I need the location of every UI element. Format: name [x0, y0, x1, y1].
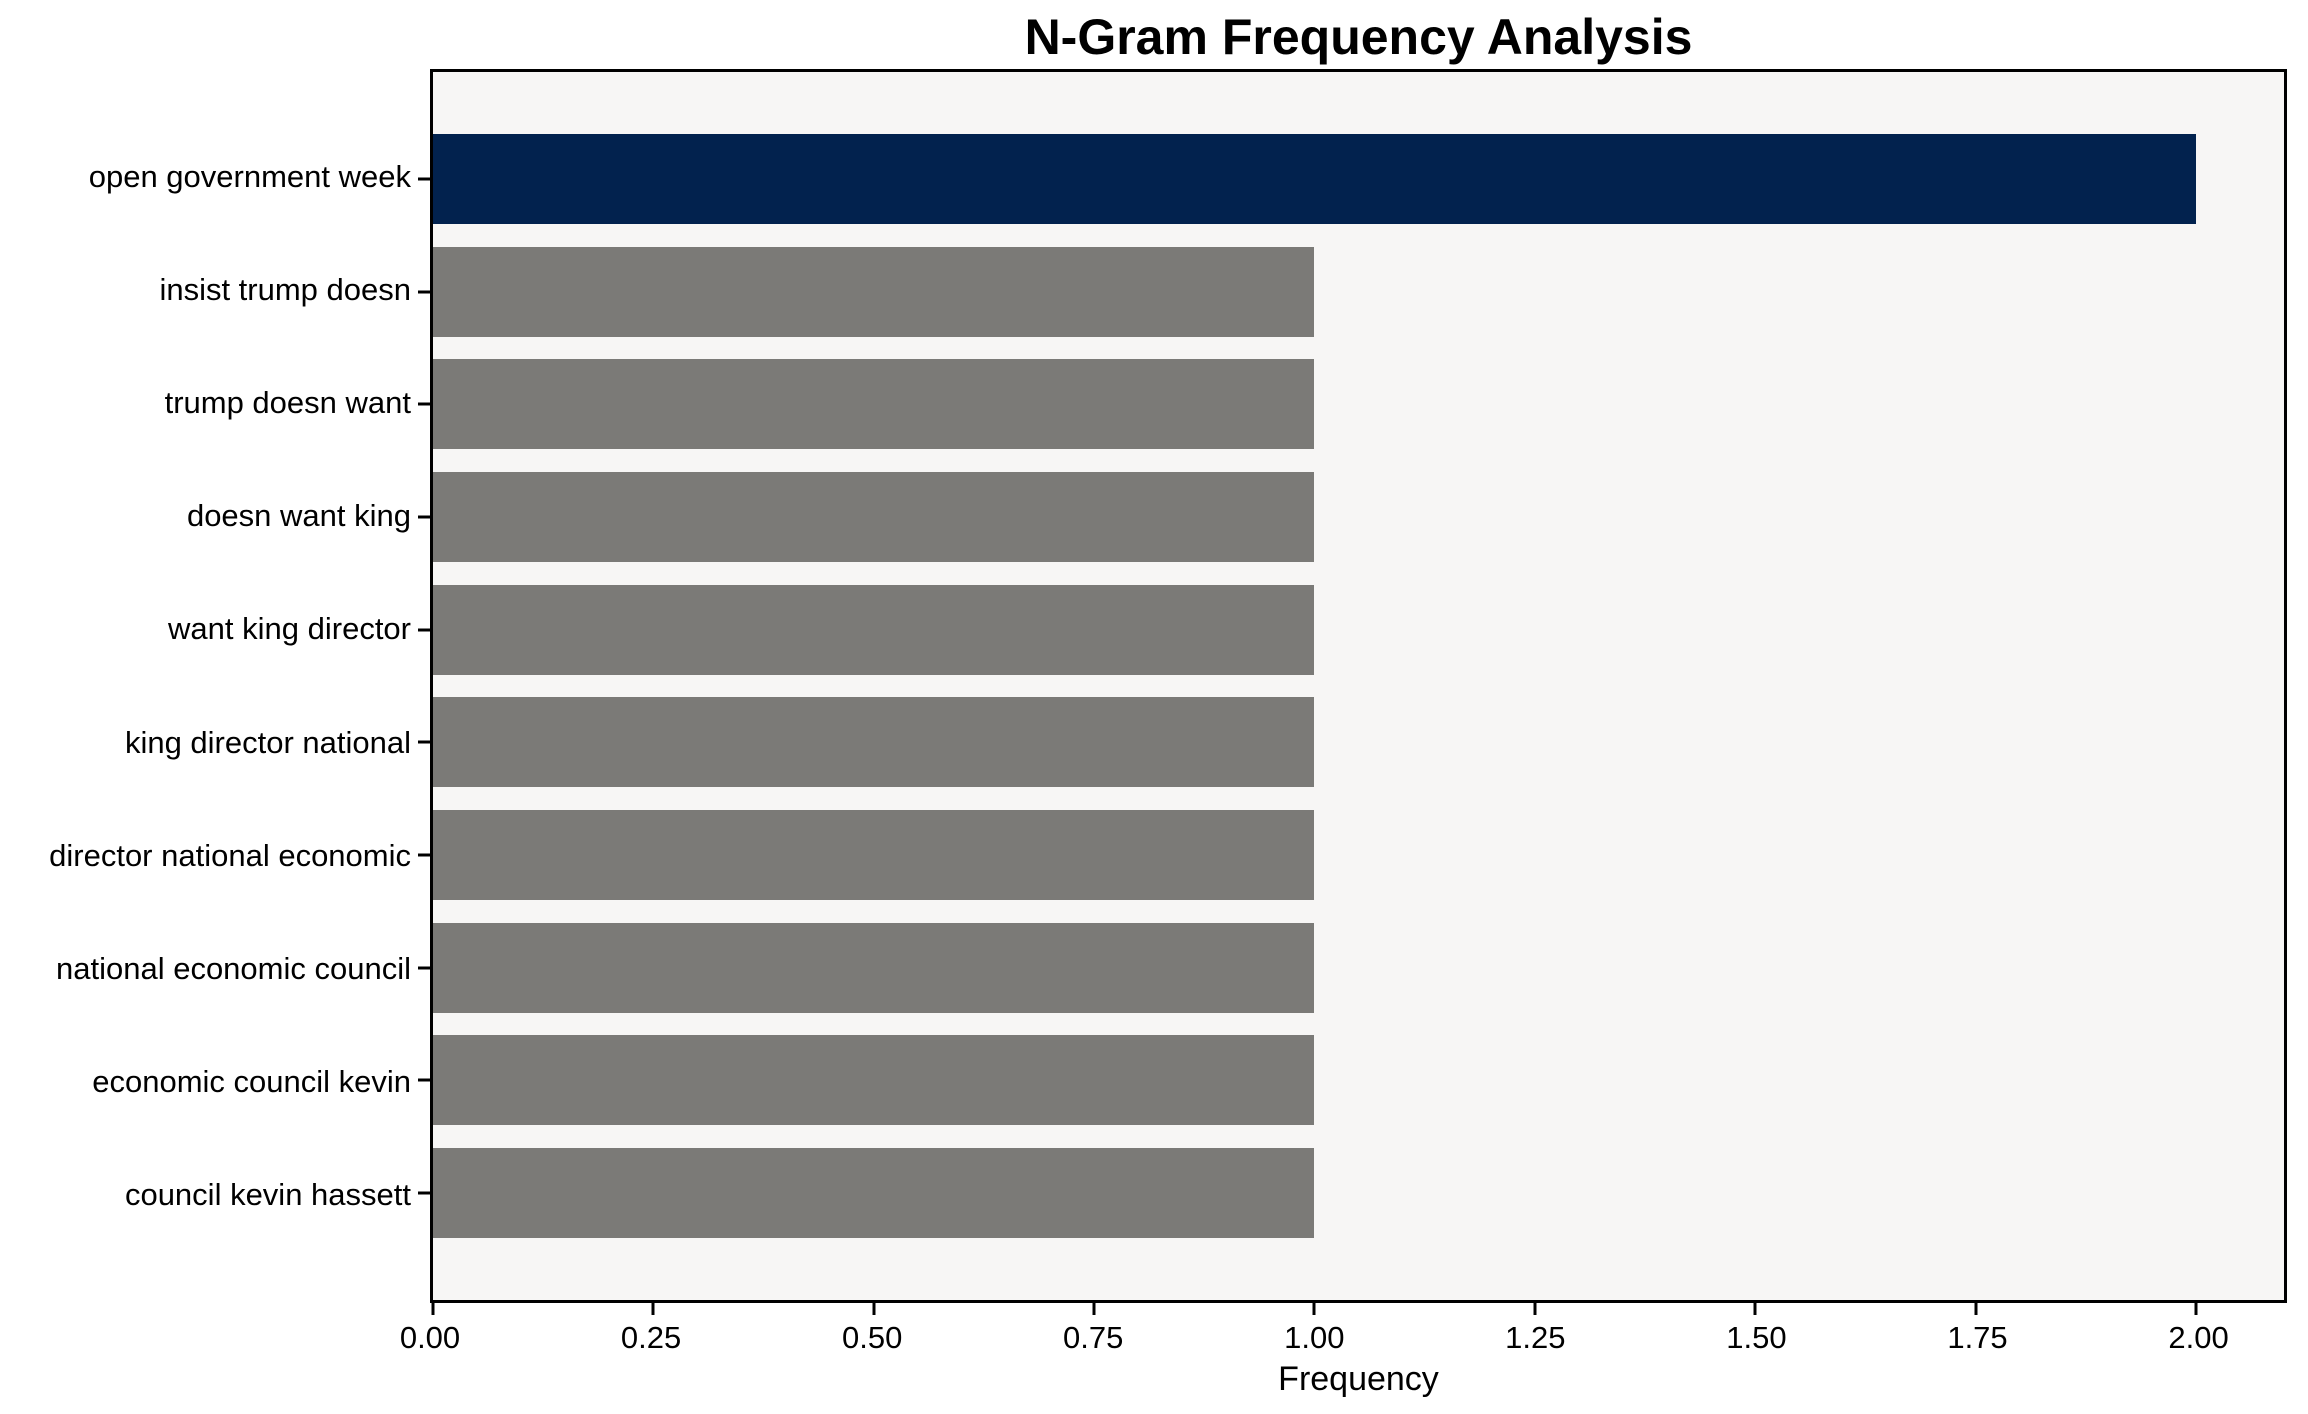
y-tick-label: open government week [88, 158, 411, 194]
x-tick-mark [1092, 1303, 1096, 1315]
bar-economic-council-kevin [433, 1035, 1315, 1126]
y-tick-label: director national economic [49, 837, 411, 873]
y-tick-label: king director national [124, 724, 411, 760]
y-tick-label: trump doesn want [164, 384, 411, 420]
x-tick-mark [431, 1303, 435, 1315]
y-tick-mark [418, 515, 430, 519]
x-tick-mark [1974, 1303, 1977, 1315]
bar-doesn-want-king [433, 471, 1315, 563]
x-tick-label: 0.50 [841, 1320, 903, 1355]
y-tick-mark [418, 853, 430, 857]
x-axis-title: Frequency [1278, 1360, 1439, 1398]
y-tick-mark [418, 966, 430, 970]
x-tick-label: 2.00 [2168, 1320, 2229, 1355]
y-tick-mark [418, 177, 430, 181]
bar-trump-doesn-want [433, 359, 1315, 450]
bar-king-director-national [433, 697, 1315, 788]
y-axis-labels: open government week insist trump doesn tr… [0, 69, 411, 1303]
bar-national-economic-council [433, 922, 1315, 1013]
x-tick-label: 1.75 [1947, 1320, 2008, 1355]
x-tick-label: 0.00 [399, 1320, 461, 1355]
y-tick-label: national economic council [56, 951, 411, 987]
bar-council-kevin-hassett [433, 1147, 1315, 1239]
x-axis-tick-labels: 0.00 0.25 0.50 0.75 1.00 1.25 1.50 1.75 2.00 [400, 1320, 2287, 1360]
x-tick-mark [1312, 1303, 1316, 1315]
x-tick-label: 1.25 [1505, 1320, 1566, 1355]
x-tick-mark [872, 1303, 876, 1315]
plot-area [418, 69, 2287, 1315]
y-tick-label: council kevin hassett [124, 1177, 411, 1213]
x-tick-mark [651, 1303, 655, 1315]
y-tick-mark [418, 740, 430, 744]
y-tick-mark [418, 402, 430, 406]
y-tick-mark [418, 1191, 430, 1195]
chart-title: N-Gram Frequency Analysis [1024, 9, 1693, 65]
bar-director-national-economic [433, 809, 1315, 901]
x-tick-mark [2194, 1303, 2198, 1315]
y-tick-label: insist trump doesn [159, 271, 411, 307]
y-tick-mark [418, 628, 430, 632]
x-tick-mark [1753, 1303, 1757, 1315]
x-tick-label: 0.75 [1063, 1320, 1124, 1355]
y-tick-mark [418, 1078, 430, 1082]
bar-want-king-director [433, 584, 1315, 675]
x-tick-label: 1.00 [1284, 1320, 1345, 1355]
x-tick-mark [1533, 1303, 1537, 1315]
y-tick-label: economic council kevin [92, 1064, 411, 1100]
bar-open-government-week [433, 133, 2196, 225]
y-tick-label: want king director [168, 611, 411, 647]
bar-insist-trump-doesn [433, 246, 1315, 337]
x-tick-label: 1.50 [1726, 1320, 1787, 1355]
y-tick-mark [418, 290, 430, 294]
y-tick-label: doesn want king [186, 498, 411, 534]
x-tick-label: 0.25 [620, 1320, 682, 1355]
